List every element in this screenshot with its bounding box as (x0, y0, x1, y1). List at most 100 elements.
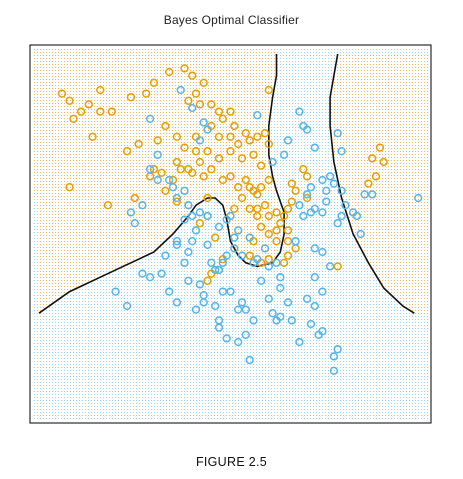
region-dot (67, 154, 68, 155)
region-dot (151, 100, 152, 101)
region-dot (85, 166, 86, 167)
region-dot (130, 355, 131, 356)
region-dot (43, 64, 44, 65)
region-dot (121, 154, 122, 155)
region-dot (118, 370, 119, 371)
region-dot (85, 310, 86, 311)
region-dot (100, 187, 101, 188)
region-dot (94, 322, 95, 323)
region-dot (142, 70, 143, 71)
region-dot (52, 88, 53, 89)
region-dot (37, 142, 38, 143)
region-dot (73, 394, 74, 395)
region-dot (64, 253, 65, 254)
region-dot (52, 391, 53, 392)
region-dot (130, 382, 131, 383)
region-dot (43, 361, 44, 362)
region-dot (142, 244, 143, 245)
region-dot (97, 319, 98, 320)
region-dot (34, 316, 35, 317)
region-dot (43, 67, 44, 68)
region-dot (34, 403, 35, 404)
region-dot (109, 217, 110, 218)
region-dot (70, 250, 71, 251)
region-dot (133, 349, 134, 350)
region-dot (70, 277, 71, 278)
region-dot (142, 220, 143, 221)
region-dot (37, 292, 38, 293)
region-dot (46, 373, 47, 374)
region-dot (43, 301, 44, 302)
region-dot (97, 409, 98, 410)
region-dot (151, 343, 152, 344)
region-dot (100, 67, 101, 68)
region-dot (34, 247, 35, 248)
region-dot (34, 235, 35, 236)
region-dot (76, 199, 77, 200)
region-dot (112, 391, 113, 392)
region-dot (151, 298, 152, 299)
region-dot (133, 49, 134, 50)
region-dot (130, 139, 131, 140)
region-dot (70, 283, 71, 284)
region-dot (106, 166, 107, 167)
region-dot (130, 403, 131, 404)
region-dot (37, 385, 38, 386)
region-dot (94, 229, 95, 230)
region-dot (124, 142, 125, 143)
region-dot (148, 331, 149, 332)
region-dot (106, 241, 107, 242)
region-dot (76, 373, 77, 374)
region-dot (118, 115, 119, 116)
region-dot (85, 274, 86, 275)
region-dot (70, 214, 71, 215)
region-dot (70, 220, 71, 221)
region-dot (85, 262, 86, 263)
region-dot (121, 160, 122, 161)
region-dot (61, 79, 62, 80)
region-dot (55, 52, 56, 53)
region-dot (148, 163, 149, 164)
region-dot (85, 337, 86, 338)
region-dot (133, 334, 134, 335)
region-dot (112, 55, 113, 56)
region-dot (61, 217, 62, 218)
region-dot (136, 157, 137, 158)
region-dot (76, 178, 77, 179)
region-dot (112, 358, 113, 359)
region-dot (139, 313, 140, 314)
region-dot (91, 289, 92, 290)
region-dot (73, 316, 74, 317)
region-dot (121, 85, 122, 86)
region-dot (82, 229, 83, 230)
region-dot (43, 418, 44, 419)
region-dot (112, 118, 113, 119)
region-dot (49, 304, 50, 305)
region-dot (100, 322, 101, 323)
region-dot (85, 403, 86, 404)
region-dot (43, 136, 44, 137)
region-dot (40, 208, 41, 209)
region-dot (79, 304, 80, 305)
region-dot (151, 268, 152, 269)
region-dot (109, 349, 110, 350)
region-dot (139, 148, 140, 149)
region-dot (136, 112, 137, 113)
region-dot (115, 268, 116, 269)
region-dot (52, 409, 53, 410)
region-dot (124, 277, 125, 278)
region-dot (124, 154, 125, 155)
region-dot (142, 295, 143, 296)
region-dot (109, 244, 110, 245)
region-dot (52, 169, 53, 170)
region-dot (61, 256, 62, 257)
region-dot (64, 355, 65, 356)
region-dot (100, 328, 101, 329)
region-dot (115, 130, 116, 131)
region-dot (109, 97, 110, 98)
region-dot (97, 394, 98, 395)
region-dot (58, 85, 59, 86)
region-dot (55, 199, 56, 200)
region-dot (76, 277, 77, 278)
region-dot (148, 73, 149, 74)
